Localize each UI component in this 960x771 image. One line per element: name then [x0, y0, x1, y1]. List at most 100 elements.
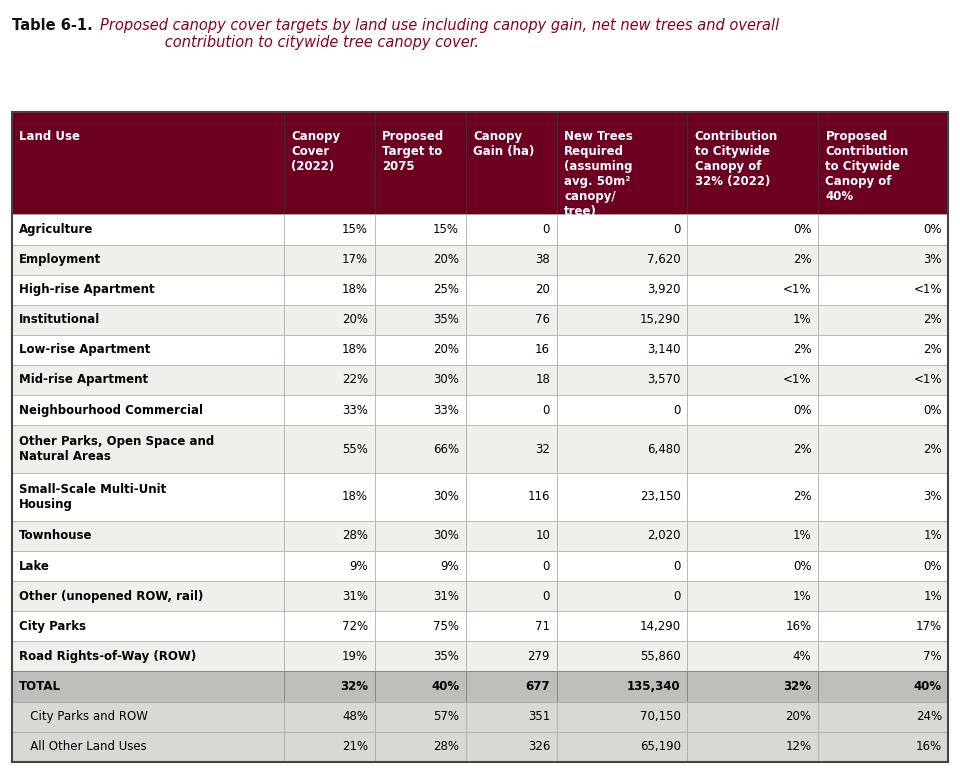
Bar [283, 214, 374, 244]
Bar [12, 611, 283, 641]
Bar [466, 702, 557, 732]
Text: 30%: 30% [433, 373, 459, 386]
Bar [374, 214, 466, 244]
Text: 15%: 15% [342, 223, 368, 236]
Text: 116: 116 [528, 490, 550, 503]
Text: 18%: 18% [342, 283, 368, 296]
Bar [283, 732, 374, 762]
Text: 24%: 24% [916, 710, 942, 723]
Bar [374, 274, 466, 305]
Text: 10: 10 [536, 530, 550, 543]
Text: 1%: 1% [793, 313, 811, 326]
Text: High-rise Apartment: High-rise Apartment [19, 283, 155, 296]
Text: 15,290: 15,290 [639, 313, 681, 326]
Bar [557, 365, 687, 395]
Bar [466, 732, 557, 762]
Bar [818, 641, 948, 672]
Bar [466, 551, 557, 581]
Text: 351: 351 [528, 710, 550, 723]
Text: 28%: 28% [433, 740, 459, 753]
Bar [374, 473, 466, 521]
Text: 20: 20 [536, 283, 550, 296]
Text: 22%: 22% [342, 373, 368, 386]
Text: Proposed canopy cover targets by land use including canopy gain, net new trees a: Proposed canopy cover targets by land us… [100, 18, 780, 50]
Bar [687, 244, 818, 274]
Text: Contribution
to Citywide
Canopy of
32% (2022): Contribution to Citywide Canopy of 32% (… [695, 130, 778, 188]
Bar [374, 611, 466, 641]
Bar [283, 274, 374, 305]
Bar [466, 611, 557, 641]
Bar [466, 473, 557, 521]
Text: 0: 0 [673, 403, 681, 416]
Bar [557, 473, 687, 521]
Bar [374, 112, 466, 214]
Text: 71: 71 [535, 620, 550, 633]
Bar [818, 473, 948, 521]
Text: 30%: 30% [433, 530, 459, 543]
Bar [283, 641, 374, 672]
Bar [283, 244, 374, 274]
Bar [466, 641, 557, 672]
Bar [374, 244, 466, 274]
Text: Proposed
Target to
2075: Proposed Target to 2075 [382, 130, 444, 173]
Text: 2%: 2% [793, 253, 811, 266]
Text: 2,020: 2,020 [647, 530, 681, 543]
Bar [557, 702, 687, 732]
Text: 0%: 0% [924, 223, 942, 236]
Text: 0: 0 [673, 560, 681, 573]
Text: <1%: <1% [913, 283, 942, 296]
Text: 1%: 1% [793, 530, 811, 543]
Bar [12, 473, 283, 521]
Text: 17%: 17% [916, 620, 942, 633]
Bar [818, 672, 948, 702]
Bar [466, 214, 557, 244]
Bar [687, 112, 818, 214]
Bar [466, 305, 557, 335]
Bar [818, 112, 948, 214]
Text: 0%: 0% [924, 403, 942, 416]
Text: 2%: 2% [793, 490, 811, 503]
Text: 32: 32 [536, 443, 550, 456]
Bar [466, 274, 557, 305]
Bar [283, 112, 374, 214]
Text: 4%: 4% [793, 650, 811, 663]
Text: 7,620: 7,620 [647, 253, 681, 266]
Text: 33%: 33% [342, 403, 368, 416]
Bar [374, 551, 466, 581]
Text: Other (unopened ROW, rail): Other (unopened ROW, rail) [19, 590, 204, 603]
Bar [12, 112, 283, 214]
Text: 70,150: 70,150 [640, 710, 681, 723]
Bar [283, 305, 374, 335]
Text: 0: 0 [673, 223, 681, 236]
Bar [283, 335, 374, 365]
Bar [557, 214, 687, 244]
Bar [12, 335, 283, 365]
Bar [283, 581, 374, 611]
Bar [557, 274, 687, 305]
Text: Institutional: Institutional [19, 313, 100, 326]
Text: 33%: 33% [433, 403, 459, 416]
Bar [374, 305, 466, 335]
Text: 1%: 1% [924, 530, 942, 543]
Text: Other Parks, Open Space and
Natural Areas: Other Parks, Open Space and Natural Area… [19, 435, 214, 463]
Bar [818, 732, 948, 762]
Text: 35%: 35% [433, 313, 459, 326]
Bar [466, 335, 557, 365]
Bar [687, 214, 818, 244]
Bar [818, 702, 948, 732]
Text: 0: 0 [542, 403, 550, 416]
Text: 65,190: 65,190 [639, 740, 681, 753]
Bar [687, 581, 818, 611]
Text: Table 6-1.: Table 6-1. [12, 18, 92, 33]
Bar [557, 395, 687, 425]
Bar [466, 521, 557, 551]
Bar [374, 732, 466, 762]
Text: 15%: 15% [433, 223, 459, 236]
Text: 0: 0 [542, 590, 550, 603]
Text: 0: 0 [542, 560, 550, 573]
Bar [12, 732, 283, 762]
Text: 9%: 9% [349, 560, 368, 573]
Text: 20%: 20% [433, 253, 459, 266]
Text: Neighbourhood Commercial: Neighbourhood Commercial [19, 403, 203, 416]
Text: 135,340: 135,340 [627, 680, 681, 693]
